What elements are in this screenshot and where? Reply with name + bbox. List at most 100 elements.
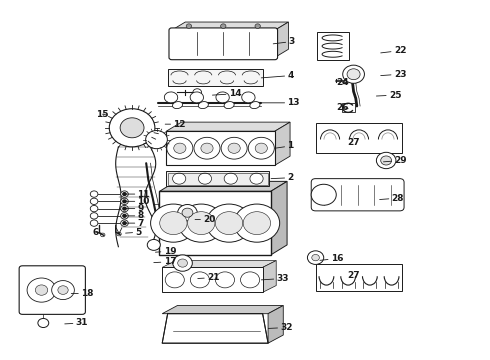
Bar bbox=[166, 131, 275, 165]
Text: 31: 31 bbox=[65, 319, 88, 328]
Polygon shape bbox=[162, 314, 268, 343]
Bar bbox=[159, 192, 271, 255]
Text: 4: 4 bbox=[261, 71, 294, 80]
FancyBboxPatch shape bbox=[169, 28, 277, 60]
Bar bbox=[317, 32, 349, 60]
Ellipse shape bbox=[242, 92, 255, 103]
Text: 21: 21 bbox=[198, 273, 220, 282]
Circle shape bbox=[100, 233, 105, 237]
Circle shape bbox=[194, 137, 220, 159]
Circle shape bbox=[58, 286, 68, 294]
Text: 2: 2 bbox=[271, 173, 294, 182]
Circle shape bbox=[307, 251, 324, 265]
Circle shape bbox=[221, 137, 247, 159]
Ellipse shape bbox=[250, 102, 260, 109]
Circle shape bbox=[117, 232, 121, 236]
Bar bbox=[342, 103, 355, 112]
Circle shape bbox=[51, 280, 74, 300]
Circle shape bbox=[343, 65, 365, 83]
Text: 18: 18 bbox=[71, 289, 94, 298]
Circle shape bbox=[147, 239, 160, 250]
Ellipse shape bbox=[190, 92, 203, 103]
Text: 13: 13 bbox=[261, 98, 300, 107]
Circle shape bbox=[174, 143, 186, 153]
Circle shape bbox=[178, 204, 197, 221]
Polygon shape bbox=[162, 306, 283, 314]
Circle shape bbox=[312, 255, 319, 261]
Text: 22: 22 bbox=[381, 46, 406, 55]
Circle shape bbox=[250, 173, 263, 184]
Circle shape bbox=[172, 173, 186, 184]
Text: 19: 19 bbox=[155, 247, 176, 256]
Text: 15: 15 bbox=[96, 110, 109, 119]
Circle shape bbox=[255, 24, 260, 28]
Circle shape bbox=[190, 272, 209, 288]
Circle shape bbox=[173, 255, 193, 271]
Circle shape bbox=[165, 272, 184, 288]
Text: 25: 25 bbox=[376, 91, 401, 100]
Bar bbox=[168, 69, 263, 86]
Text: 6: 6 bbox=[93, 228, 101, 237]
Circle shape bbox=[241, 272, 260, 288]
Circle shape bbox=[206, 204, 252, 242]
Circle shape bbox=[216, 272, 235, 288]
Circle shape bbox=[178, 204, 224, 242]
Circle shape bbox=[220, 24, 226, 28]
Ellipse shape bbox=[164, 92, 178, 103]
Circle shape bbox=[90, 198, 98, 204]
Circle shape bbox=[248, 137, 274, 159]
Text: 9: 9 bbox=[124, 204, 144, 213]
Text: 8: 8 bbox=[124, 211, 144, 220]
Circle shape bbox=[216, 212, 243, 235]
Text: 5: 5 bbox=[125, 228, 142, 237]
Circle shape bbox=[376, 152, 396, 168]
Circle shape bbox=[38, 319, 49, 328]
Circle shape bbox=[123, 207, 126, 210]
Circle shape bbox=[186, 24, 192, 28]
Polygon shape bbox=[263, 261, 276, 292]
Polygon shape bbox=[166, 122, 290, 131]
Text: 26: 26 bbox=[336, 103, 349, 112]
Polygon shape bbox=[159, 181, 287, 192]
Circle shape bbox=[123, 222, 126, 225]
Polygon shape bbox=[268, 306, 283, 343]
Text: 10: 10 bbox=[124, 197, 150, 206]
FancyBboxPatch shape bbox=[19, 266, 85, 314]
Bar bbox=[316, 264, 402, 291]
Circle shape bbox=[224, 173, 237, 184]
Text: 32: 32 bbox=[269, 323, 293, 332]
Text: 16: 16 bbox=[320, 254, 343, 263]
Polygon shape bbox=[275, 22, 289, 58]
Text: 28: 28 bbox=[380, 194, 404, 203]
Circle shape bbox=[121, 206, 128, 212]
Circle shape bbox=[178, 259, 188, 267]
Circle shape bbox=[146, 131, 168, 149]
Circle shape bbox=[120, 118, 144, 138]
Circle shape bbox=[123, 193, 126, 195]
Circle shape bbox=[234, 204, 280, 242]
Text: 23: 23 bbox=[381, 70, 406, 79]
Bar bbox=[168, 173, 268, 185]
Bar bbox=[162, 267, 263, 292]
Text: 3: 3 bbox=[273, 37, 294, 46]
Text: 27: 27 bbox=[347, 271, 360, 280]
Polygon shape bbox=[275, 122, 290, 165]
Text: 29: 29 bbox=[384, 156, 407, 165]
Polygon shape bbox=[271, 181, 287, 255]
Text: 20: 20 bbox=[195, 215, 216, 224]
Circle shape bbox=[201, 143, 213, 153]
Polygon shape bbox=[172, 22, 289, 30]
Circle shape bbox=[150, 204, 196, 242]
Circle shape bbox=[35, 285, 48, 295]
Circle shape bbox=[123, 215, 126, 217]
Ellipse shape bbox=[224, 102, 234, 109]
Circle shape bbox=[27, 278, 56, 302]
Text: 27: 27 bbox=[347, 138, 360, 147]
Bar bbox=[166, 171, 270, 186]
Text: 12: 12 bbox=[165, 120, 186, 129]
Circle shape bbox=[347, 69, 360, 80]
Circle shape bbox=[193, 89, 201, 96]
Circle shape bbox=[121, 213, 128, 219]
Bar bbox=[316, 123, 402, 153]
Ellipse shape bbox=[216, 92, 229, 103]
